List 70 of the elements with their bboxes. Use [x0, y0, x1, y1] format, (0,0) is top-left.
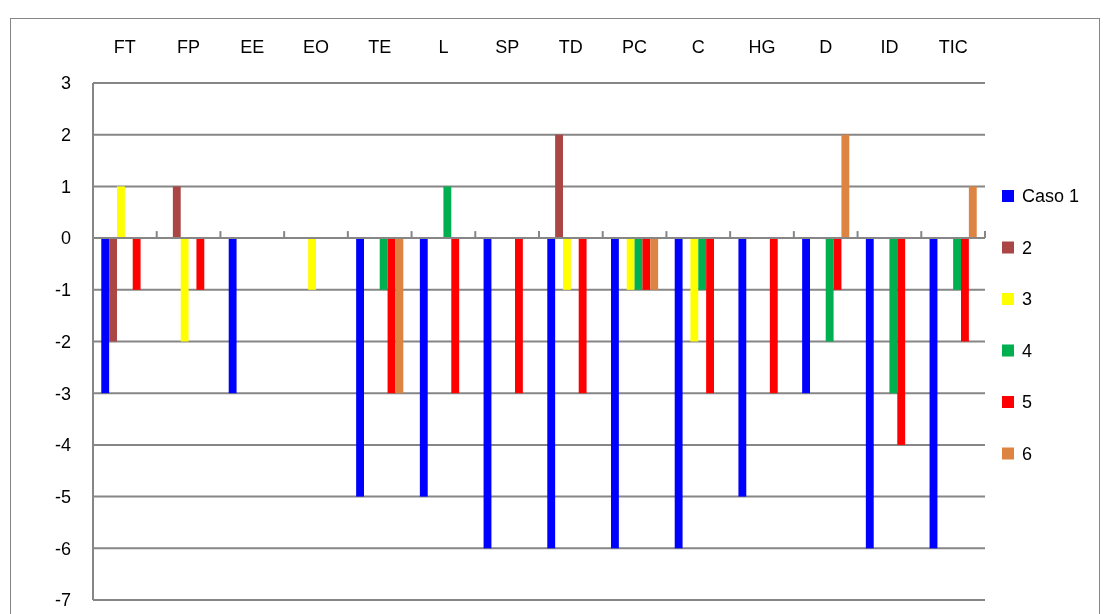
bar — [738, 238, 747, 497]
y-tick-label: -7 — [54, 590, 71, 611]
bar — [642, 238, 651, 290]
y-tick-label: -6 — [54, 538, 71, 559]
bar — [953, 238, 961, 290]
y-tick-label: 0 — [60, 228, 71, 249]
bar — [451, 238, 460, 394]
legend-label: 3 — [1022, 289, 1033, 310]
legend-label: 4 — [1022, 340, 1033, 361]
x-tick-label: ID — [880, 37, 899, 57]
bar — [443, 186, 452, 239]
bar — [578, 238, 587, 394]
bar — [555, 134, 563, 239]
y-tick-label: -4 — [54, 435, 71, 456]
bar — [228, 238, 237, 394]
bar — [101, 238, 110, 394]
x-tick-label: EO — [302, 37, 330, 57]
bar — [650, 238, 659, 290]
y-tick-label: 1 — [60, 176, 71, 197]
bar — [172, 186, 181, 239]
bar — [889, 238, 898, 394]
x-tick-label: FT — [113, 37, 136, 57]
bar — [109, 238, 117, 342]
y-tick-label: -1 — [54, 280, 71, 301]
x-tick-label: TE — [368, 37, 392, 57]
bar — [419, 238, 428, 497]
bar — [196, 238, 205, 290]
bar — [356, 238, 364, 497]
bar — [611, 238, 619, 549]
bar — [180, 238, 189, 342]
legend-label: 6 — [1022, 443, 1033, 464]
bar — [690, 238, 699, 342]
x-tick-label: FP — [177, 37, 201, 57]
bar — [968, 186, 977, 239]
x-tick-label: EE — [240, 37, 265, 57]
bar — [706, 238, 714, 394]
bar — [769, 238, 778, 394]
y-tick-label: -2 — [54, 331, 71, 352]
legend-label: 5 — [1022, 392, 1033, 413]
bar — [841, 134, 850, 239]
bar — [515, 238, 523, 394]
bar — [563, 238, 571, 290]
y-tick-label: -3 — [54, 383, 71, 404]
bar — [865, 238, 874, 549]
bar — [674, 238, 683, 549]
legend-label: Caso 1 — [1022, 186, 1080, 207]
x-tick-label: TD — [558, 37, 583, 57]
bar — [547, 238, 556, 549]
bar — [802, 238, 810, 394]
bar — [395, 238, 404, 394]
x-tick-label: TIC — [938, 37, 968, 57]
bar — [308, 238, 316, 290]
legend-label: 2 — [1022, 237, 1033, 258]
y-tick-label: -5 — [54, 486, 71, 507]
bar — [132, 238, 141, 290]
x-tick-label: C — [691, 37, 705, 57]
bar — [117, 186, 125, 239]
bar — [961, 238, 969, 342]
x-tick-label: SP — [495, 37, 520, 57]
bar — [626, 238, 635, 290]
x-tick-label: L — [438, 37, 449, 57]
x-tick-label: HG — [748, 37, 776, 57]
x-tick-label: D — [819, 37, 833, 57]
bar — [897, 238, 906, 445]
x-tick-label: PC — [622, 37, 648, 57]
bar — [698, 238, 707, 290]
y-tick-label: 2 — [60, 125, 71, 145]
bar — [825, 238, 834, 342]
y-tick-label: 3 — [60, 73, 71, 94]
bar — [379, 238, 388, 290]
